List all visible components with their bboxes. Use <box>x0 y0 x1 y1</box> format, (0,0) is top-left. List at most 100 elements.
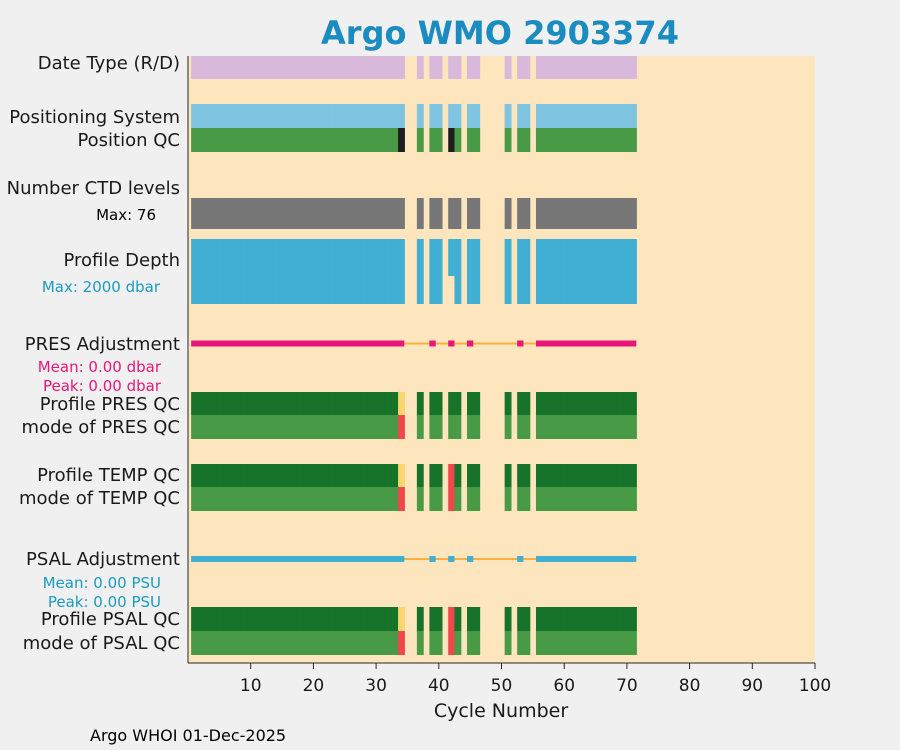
pres-mode-bar-cycle-11 <box>253 415 261 439</box>
date-type-bar-cycle-15 <box>278 56 286 79</box>
pres-qc-bar-cycle-57 <box>542 392 550 415</box>
pres-mode-bar-cycle-5 <box>216 415 224 439</box>
profile-depth-bar-cycle-53 <box>517 239 525 304</box>
pres-mode-bar-cycle-16 <box>285 415 293 439</box>
position-qc-bar-cycle-32 <box>385 128 393 152</box>
temp-mode-bar-cycle-64 <box>586 487 594 511</box>
temp-mode-bar-cycle-39 <box>429 487 437 511</box>
date-type-bar-cycle-34 <box>398 56 405 79</box>
psal-mode-bar-cycle-1 <box>191 631 199 655</box>
position-qc-bar-cycle-1 <box>191 128 199 152</box>
psal-mode-bar-cycle-67 <box>604 631 612 655</box>
temp-mode-bar-cycle-70 <box>623 487 631 511</box>
position-qc-bar-cycle-70 <box>623 128 631 152</box>
temp-qc-bar-cycle-14 <box>272 464 280 487</box>
psal-mode-bar-cycle-27 <box>354 631 362 655</box>
temp-mode-bar-cycle-46 <box>473 487 481 511</box>
psal-mode-bar-cycle-20 <box>310 631 318 655</box>
psal-qc-bar-cycle-45 <box>467 607 474 631</box>
positioning-system-bar-cycle-6 <box>222 104 230 128</box>
temp-qc-bar-cycle-59 <box>554 464 562 487</box>
psal-mode-bar-cycle-62 <box>573 631 581 655</box>
date-type-bar-cycle-30 <box>372 56 380 79</box>
psal-mode-bar-cycle-60 <box>561 631 568 655</box>
ctd-levels-bar-cycle-43 <box>454 198 462 229</box>
pres-mode-bar-cycle-31 <box>379 415 387 439</box>
position-qc-bar-cycle-71 <box>630 128 637 152</box>
positioning-system-bar-cycle-19 <box>303 104 311 128</box>
temp-mode-bar-cycle-33 <box>391 487 399 511</box>
psal-mode-bar-cycle-13 <box>266 631 274 655</box>
psal-qc-bar-cycle-68 <box>611 607 619 631</box>
position-qc-bar-cycle-26 <box>347 128 355 152</box>
psal-qc-bar-cycle-65 <box>592 607 600 631</box>
profile-depth-bar-cycle-59 <box>554 239 562 304</box>
date-type-bar-cycle-24 <box>335 56 343 79</box>
positioning-system-bar-cycle-21 <box>316 104 324 128</box>
date-type-bar-cycle-11 <box>253 56 261 79</box>
psal-adjustment-marker-cycle-42 <box>448 556 455 562</box>
positioning-system-bar-cycle-69 <box>617 104 625 128</box>
ctd-levels-bar-cycle-39 <box>429 198 437 229</box>
profile-depth-bar-cycle-10 <box>247 239 255 304</box>
psal-mode-bar-cycle-42 <box>448 631 456 655</box>
positioning-system-bar-cycle-15 <box>278 104 286 128</box>
temp-qc-bar-cycle-65 <box>592 464 600 487</box>
date-type-bar-cycle-28 <box>360 56 368 79</box>
positioning-system-bar-cycle-68 <box>611 104 619 128</box>
temp-mode-bar-cycle-20 <box>310 487 318 511</box>
pres-qc-bar-cycle-6 <box>222 392 230 415</box>
ctd-levels-bar-cycle-2 <box>197 198 205 229</box>
pres-mode-bar-cycle-33 <box>391 415 399 439</box>
positioning-system-bar-cycle-43 <box>454 104 462 128</box>
psal-qc-bar-cycle-12 <box>260 607 267 631</box>
profile-depth-bar-cycle-33 <box>391 239 399 304</box>
temp-qc-bar-cycle-12 <box>260 464 267 487</box>
temp-mode-bar-cycle-69 <box>617 487 625 511</box>
psal-qc-bar-cycle-9 <box>241 607 249 631</box>
profile-depth-bar-cycle-27 <box>354 239 362 304</box>
pres-mode-bar-cycle-19 <box>303 415 311 439</box>
profile-depth-bar-cycle-8 <box>235 239 242 304</box>
pres-mode-bar-cycle-30 <box>372 415 380 439</box>
psal-mode-bar-cycle-31 <box>379 631 387 655</box>
profile-depth-bar-cycle-7 <box>228 239 236 304</box>
date-type-bar-cycle-26 <box>347 56 355 79</box>
date-type-bar-cycle-60 <box>561 56 568 79</box>
temp-qc-bar-cycle-24 <box>335 464 343 487</box>
profile-depth-bar-cycle-17 <box>291 239 299 304</box>
positioning-system-bar-cycle-45 <box>467 104 474 128</box>
footer-text: Argo WHOI 01-Dec-2025 <box>90 726 286 745</box>
psal-qc-bar-cycle-69 <box>617 607 625 631</box>
profile-depth-bar-cycle-39 <box>429 239 437 304</box>
x-tick-label-60: 60 <box>553 676 575 696</box>
position-qc-bar-cycle-10 <box>247 128 255 152</box>
pres-qc-bar-cycle-24 <box>335 392 343 415</box>
position-qc-bar-cycle-11 <box>253 128 261 152</box>
position-qc-bar-cycle-62 <box>573 128 581 152</box>
psal-qc-bar-cycle-70 <box>623 607 631 631</box>
psal-qc-bar-cycle-10 <box>247 607 255 631</box>
date-type-bar-cycle-61 <box>567 56 575 79</box>
psal-mode-bar-cycle-37 <box>416 631 424 655</box>
pres-mode-bar-cycle-71 <box>630 415 637 439</box>
date-type-bar-cycle-2 <box>197 56 205 79</box>
temp-qc-bar-cycle-68 <box>611 464 619 487</box>
profile-depth-bar-cycle-9 <box>241 239 249 304</box>
x-tick-label-90: 90 <box>741 676 763 696</box>
positioning-system-bar-cycle-70 <box>623 104 631 128</box>
profile-depth-bar-cycle-11 <box>253 239 261 304</box>
row-label-mode-temp-qc: mode of TEMP QC <box>19 488 180 509</box>
pres-adjustment-segment-2 <box>535 340 637 347</box>
ctd-levels-bar-cycle-51 <box>504 198 512 229</box>
position-qc-bar-cycle-27 <box>354 128 362 152</box>
temp-qc-bar-cycle-66 <box>598 464 606 487</box>
pres-mode-bar-cycle-39 <box>429 415 437 439</box>
date-type-bar-cycle-23 <box>329 56 336 79</box>
profile-depth-bar-cycle-32 <box>385 239 393 304</box>
psal-mode-bar-cycle-63 <box>579 631 587 655</box>
pres-qc-bar-cycle-71 <box>630 392 637 415</box>
temp-qc-bar-cycle-9 <box>241 464 249 487</box>
position-qc-bar-cycle-65 <box>592 128 600 152</box>
pres-qc-bar-cycle-68 <box>611 392 619 415</box>
